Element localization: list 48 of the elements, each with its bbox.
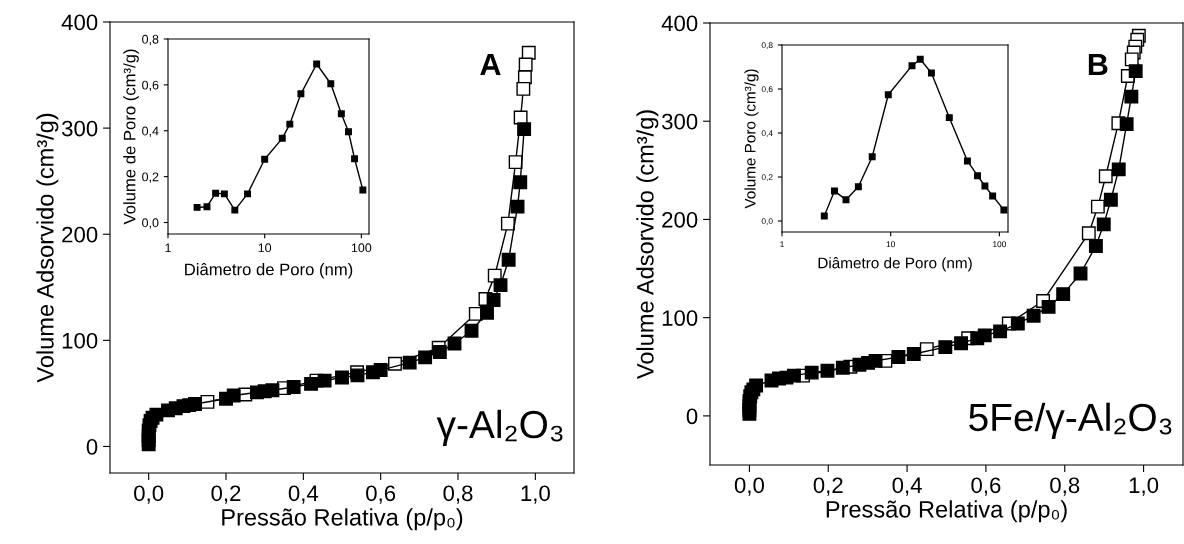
- x-tick-label: 1,0: [521, 485, 550, 504]
- y-axis-title: Volume Poro (cm³/g): [744, 69, 759, 209]
- y-tick-label: 0,0: [761, 218, 773, 226]
- x-tick-label: 0,6: [366, 485, 396, 504]
- y-tick-label: 0,6: [142, 80, 159, 92]
- x-tick-label: 1,0: [1129, 477, 1159, 496]
- x-tick-label: 0,2: [211, 485, 241, 504]
- y-tick-label: 400: [661, 15, 698, 32]
- x-tick-label: 10: [886, 241, 896, 248]
- x-tick-label: 1: [780, 241, 784, 248]
- y-tick-label: 0: [86, 439, 98, 455]
- y-tick-label: 0,4: [142, 126, 159, 137]
- y-axis-title: Volume Adsorvido (cm³/g): [636, 110, 659, 380]
- x-tick-label: 0,8: [443, 485, 473, 504]
- y-tick-label: 100: [62, 332, 98, 349]
- annotation: B: [1088, 54, 1108, 76]
- y-tick-label: 0,2: [761, 174, 773, 182]
- x-axis-title: Diâmetro de Poro (nm): [185, 263, 353, 279]
- y-tick-label: 400: [61, 14, 98, 31]
- y-tick-label: 0,4: [761, 130, 773, 138]
- x-axis-title: Diâmetro de Poro (nm): [818, 257, 972, 272]
- annotation: A: [480, 53, 501, 75]
- x-tick-label: 0,8: [1050, 477, 1080, 496]
- x-tick-label: 100: [993, 241, 1007, 248]
- y-tick-label: 0,6: [761, 86, 773, 94]
- x-tick-label: 0,6: [971, 477, 1001, 496]
- x-tick-label: 100: [351, 243, 372, 253]
- y-tick-label: 300: [61, 120, 98, 137]
- y-axis-title: Volume Adsorvido (cm³/g): [36, 113, 59, 383]
- x-axis-title: Pressão Relativa (p/p₀): [222, 508, 463, 531]
- y-tick-label: 0,8: [142, 34, 159, 46]
- y-tick-label: 300: [661, 113, 698, 130]
- x-tick-label: 0,2: [813, 477, 843, 496]
- y-tick-label: 0,0: [142, 218, 159, 229]
- y-tick-label: 200: [62, 226, 98, 243]
- x-axis-title: Pressão Relativa (p/p₀): [826, 500, 1067, 523]
- annotation: 5Fe/γ-Al₂O₃: [969, 402, 1172, 439]
- x-tick-label: 1: [165, 243, 171, 253]
- y-axis-title: Volume de Poro (cm³/g): [123, 49, 139, 225]
- y-tick-label: 0,8: [761, 42, 773, 50]
- x-tick-label: 0,4: [288, 485, 319, 504]
- y-tick-label: 0,2: [142, 172, 159, 183]
- annotation: γ-Al₂O₃: [436, 409, 563, 447]
- x-tick-label: 0,4: [892, 477, 922, 496]
- y-tick-label: 100: [662, 310, 698, 326]
- x-tick-label: 10: [258, 243, 272, 253]
- y-tick-label: 0: [686, 408, 698, 425]
- y-tick-label: 200: [662, 211, 698, 228]
